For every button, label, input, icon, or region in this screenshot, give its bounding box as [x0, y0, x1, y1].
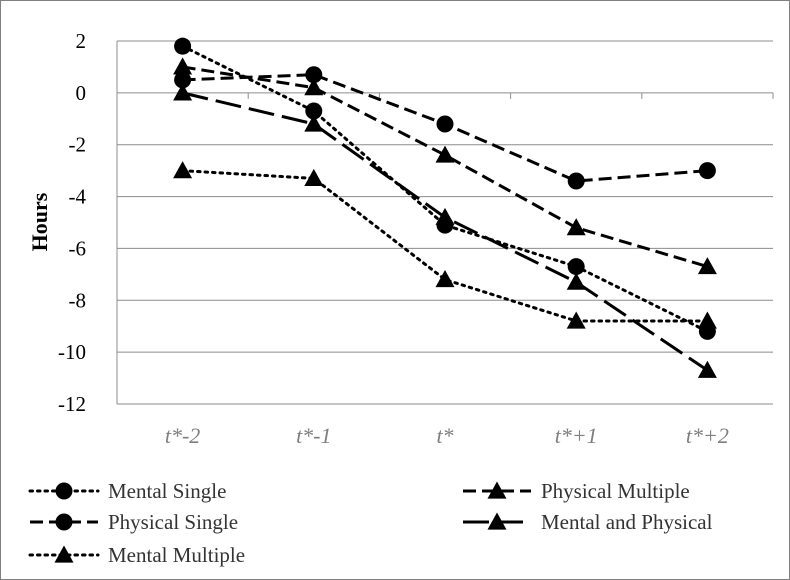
data-point [435, 145, 455, 163]
data-point [697, 360, 717, 378]
y-tick-label: -8 [69, 288, 87, 312]
x-tick-label: t*+2 [686, 423, 729, 448]
legend-item: Mental and Physical [463, 510, 713, 534]
data-point [173, 57, 193, 75]
legend-marker [487, 481, 507, 499]
legend-label: Physical Single [108, 510, 238, 534]
data-point [698, 162, 716, 180]
y-tick-labels: 2 0 -2 -4 -6 -8 -10 -12 [58, 29, 86, 416]
data-point [567, 172, 585, 190]
series-line [181, 44, 709, 333]
data-point [567, 258, 585, 276]
x-tick-label: t*-2 [165, 423, 200, 448]
legend-label: Physical Multiple [541, 479, 690, 503]
data-point [697, 257, 717, 275]
series-line [182, 65, 708, 269]
legend-marker [54, 545, 74, 563]
y-tick-label: -12 [58, 392, 86, 416]
y-tick-label: -2 [69, 133, 87, 157]
legend-item: Physical Single [30, 510, 238, 534]
y-tick-label: 0 [76, 81, 87, 105]
data-point [436, 115, 454, 133]
legend-label: Mental and Physical [541, 510, 713, 534]
legend-marker [487, 512, 507, 530]
legend: Mental Single Physical Single Mental Multi… [28, 479, 713, 567]
data-point [305, 102, 323, 120]
series-physical-multiple [173, 57, 717, 275]
data-point [304, 78, 324, 96]
series-physical-single [174, 66, 716, 190]
axes [116, 41, 774, 405]
series-mental-and-physical [173, 83, 717, 378]
series-line [181, 169, 709, 323]
data-point [174, 37, 192, 55]
y-tick-label: -4 [69, 185, 87, 209]
data-point [304, 114, 324, 132]
data-point [173, 83, 193, 101]
y-axis-label: Hours [27, 192, 52, 251]
y-tick-label: -10 [58, 340, 86, 364]
y-tick-label: -6 [69, 236, 87, 260]
legend-marker [55, 513, 73, 531]
legend-label: Mental Multiple [108, 543, 245, 567]
legend-item: Physical Multiple [463, 479, 690, 503]
data-point [435, 207, 455, 225]
x-tick-labels: t*-2 t*-1 t* t*+1 t*+2 [165, 423, 729, 448]
legend-item: Mental Single [28, 479, 226, 503]
series-mental-single [174, 37, 716, 340]
data-point [697, 311, 717, 329]
x-tick-label: t* [436, 423, 453, 448]
y-tick-label: 2 [76, 29, 87, 53]
data-point [173, 161, 193, 179]
data-point [174, 71, 192, 89]
series-mental-multiple [173, 161, 717, 329]
series-group [173, 37, 717, 378]
data-point [566, 218, 586, 236]
data-point [304, 168, 324, 187]
legend-label: Mental Single [108, 479, 226, 503]
x-tick-label: t*-1 [296, 423, 331, 448]
data-point [435, 270, 455, 288]
legend-marker [55, 482, 73, 500]
data-point [566, 311, 586, 329]
legend-item: Mental Multiple [28, 543, 245, 567]
data-point [305, 66, 323, 84]
x-tick-label: t*+1 [555, 423, 598, 448]
gridlines [117, 40, 773, 353]
data-point [566, 272, 586, 290]
